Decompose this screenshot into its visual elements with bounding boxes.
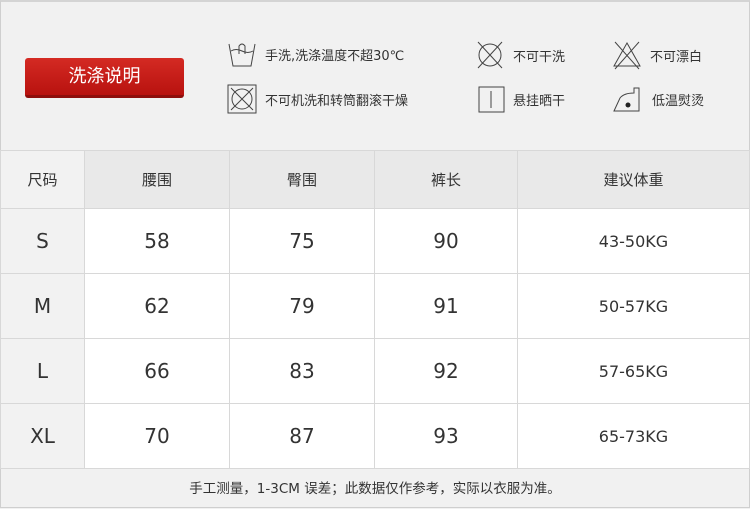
hand-wash-icon [228, 43, 256, 67]
cell-hip: 75 [229, 208, 375, 274]
cell-weight: 65-73KG [517, 403, 750, 469]
care-item-hang-dry: 悬挂晒干 [478, 86, 565, 113]
cell-size: L [0, 338, 85, 404]
care-label: 不可漂白 [650, 49, 703, 65]
care-item-low-iron: 低温熨烫 [612, 86, 704, 113]
cell-length: 91 [374, 273, 518, 339]
cell-waist: 62 [84, 273, 230, 339]
care-item-no-bleach: 不可漂白 [612, 40, 702, 70]
header-weight: 建议体重 [517, 150, 750, 209]
care-label: 悬挂晒干 [513, 94, 566, 109]
cell-weight: 50-57KG [517, 273, 750, 339]
cell-length: 92 [374, 338, 518, 404]
table-row: M 62 79 91 50-57KG [0, 273, 750, 339]
cell-size: XL [0, 403, 85, 469]
care-label: 低温熨烫 [652, 94, 705, 109]
care-label: 不可机洗和转筒翻滚干燥 [265, 93, 409, 109]
table-row: S 58 75 90 43-50KG [0, 208, 750, 274]
no-bleach-icon [613, 41, 641, 70]
wash-instructions-label: 洗涤说明 [25, 58, 184, 98]
cell-hip: 87 [229, 403, 375, 469]
cell-hip: 83 [229, 338, 375, 404]
no-tumble-dry-icon [227, 84, 257, 114]
cell-hip: 79 [229, 273, 375, 339]
care-label: 不可干洗 [513, 49, 566, 65]
cell-length: 93 [374, 403, 518, 469]
care-item-no-tumble-dry: 不可机洗和转筒翻滚干燥 [227, 84, 408, 114]
cell-length: 90 [374, 208, 518, 274]
cell-waist: 70 [84, 403, 230, 469]
cell-weight: 43-50KG [517, 208, 750, 274]
cell-size: M [0, 273, 85, 339]
care-label: 手洗,洗涤温度不超30℃ [265, 48, 405, 64]
table-row: XL 70 87 93 65-73KG [0, 403, 750, 469]
no-dry-clean-icon [477, 41, 503, 69]
size-table: 尺码 腰围 臀围 裤长 建议体重 S 58 75 90 43-50KG M 62… [0, 150, 750, 469]
header-size: 尺码 [0, 150, 85, 209]
low-iron-icon [613, 87, 640, 112]
cell-waist: 66 [84, 338, 230, 404]
header-length: 裤长 [374, 150, 518, 209]
hang-dry-icon [478, 86, 505, 113]
table-header-row: 尺码 腰围 臀围 裤长 建议体重 [0, 150, 750, 209]
measurement-note: 手工测量，1-3CM 误差；此数据仅作参考，实际以衣服为准。 [189, 481, 561, 497]
header-waist: 腰围 [84, 150, 230, 209]
table-row: L 66 83 92 57-65KG [0, 338, 750, 404]
care-item-no-dry-clean: 不可干洗 [475, 40, 565, 70]
care-item-hand-wash: 手洗,洗涤温度不超30℃ [227, 40, 404, 68]
cell-size: S [0, 208, 85, 274]
cell-waist: 58 [84, 208, 230, 274]
cell-weight: 57-65KG [517, 338, 750, 404]
header-hip: 臀围 [229, 150, 375, 209]
